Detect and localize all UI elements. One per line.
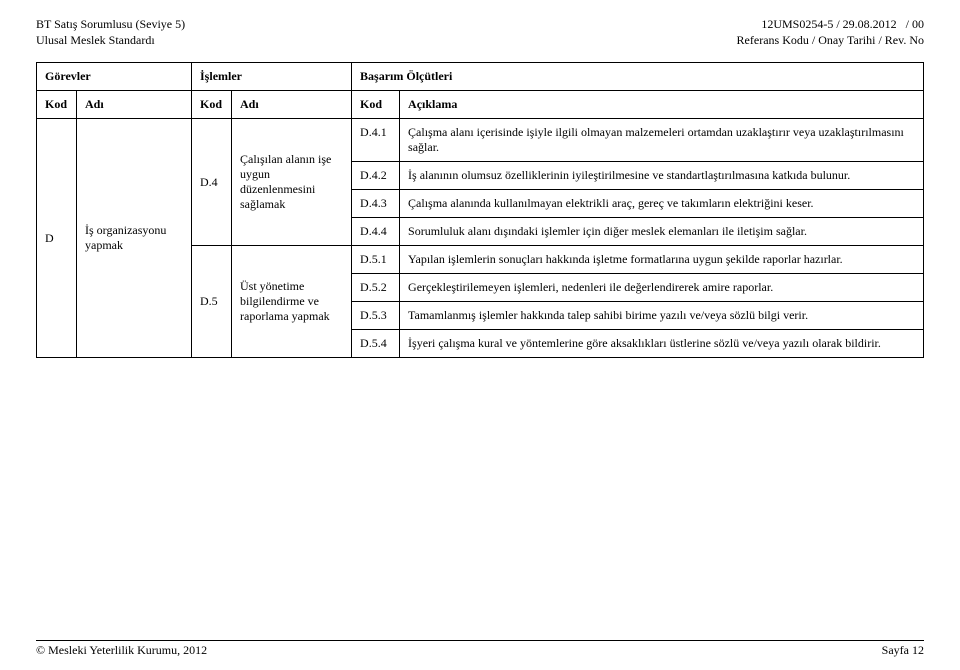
header-right: 12UMS0254-5 / 29.08.2012 / 00 Referans K…: [737, 16, 924, 48]
crit-kod: D.5.1: [352, 246, 400, 274]
crit-kod: D.4.3: [352, 190, 400, 218]
op-kod: D.5: [192, 246, 232, 358]
crit-kod: D.5.3: [352, 302, 400, 330]
task-kod: D: [37, 119, 77, 358]
header-left-line1: BT Satış Sorumlusu (Seviye 5): [36, 17, 185, 31]
page-footer: © Mesleki Yeterlilik Kurumu, 2012 Sayfa …: [36, 640, 924, 658]
crit-text: İşyeri çalışma kural ve yöntemlerine gör…: [400, 330, 924, 358]
document-page: BT Satış Sorumlusu (Seviye 5) Ulusal Mes…: [0, 0, 960, 670]
col-basarim: Başarım Ölçütleri: [352, 63, 924, 91]
crit-kod: D.5.2: [352, 274, 400, 302]
crit-text: Yapılan işlemlerin sonuçları hakkında iş…: [400, 246, 924, 274]
crit-text: Gerçekleştirilemeyen işlemleri, nedenler…: [400, 274, 924, 302]
crit-kod: D.5.4: [352, 330, 400, 358]
col-kod-3: Kod: [352, 91, 400, 119]
col-adi-1: Adı: [77, 91, 192, 119]
col-kod-2: Kod: [192, 91, 232, 119]
table-row: D İş organizasyonu yapmak D.4 Çalışılan …: [37, 119, 924, 162]
crit-text: Çalışma alanında kullanılmayan elektrikl…: [400, 190, 924, 218]
col-aciklama: Açıklama: [400, 91, 924, 119]
crit-kod: D.4.1: [352, 119, 400, 162]
crit-text: Tamamlanmış işlemler hakkında talep sahi…: [400, 302, 924, 330]
page-header: BT Satış Sorumlusu (Seviye 5) Ulusal Mes…: [36, 16, 924, 48]
crit-kod: D.4.4: [352, 218, 400, 246]
col-adi-2: Adı: [232, 91, 352, 119]
op-adi: Çalışılan alanın işe uygun düzenlenmesin…: [232, 119, 352, 246]
table-header-row: Kod Adı Kod Adı Kod Açıklama: [37, 91, 924, 119]
criteria-table: Görevler İşlemler Başarım Ölçütleri Kod …: [36, 62, 924, 358]
col-islemler: İşlemler: [192, 63, 352, 91]
header-left-line2: Ulusal Meslek Standardı: [36, 33, 155, 47]
col-gorevler: Görevler: [37, 63, 192, 91]
content-area: Görevler İşlemler Başarım Ölçütleri Kod …: [36, 62, 924, 640]
footer-right: Sayfa 12: [882, 643, 924, 658]
col-kod-1: Kod: [37, 91, 77, 119]
footer-left: © Mesleki Yeterlilik Kurumu, 2012: [36, 643, 207, 658]
table-section-row: Görevler İşlemler Başarım Ölçütleri: [37, 63, 924, 91]
header-left: BT Satış Sorumlusu (Seviye 5) Ulusal Mes…: [36, 16, 185, 48]
crit-text: Çalışma alanı içerisinde işiyle ilgili o…: [400, 119, 924, 162]
crit-text: İş alanının olumsuz özelliklerinin iyile…: [400, 162, 924, 190]
op-adi: Üst yönetime bilgilendirme ve raporlama …: [232, 246, 352, 358]
task-adi: İş organizasyonu yapmak: [77, 119, 192, 358]
header-right-line1: 12UMS0254-5 / 29.08.2012 / 00: [761, 17, 924, 31]
header-right-line2: Referans Kodu / Onay Tarihi / Rev. No: [737, 33, 924, 47]
crit-kod: D.4.2: [352, 162, 400, 190]
crit-text: Sorumluluk alanı dışındaki işlemler için…: [400, 218, 924, 246]
op-kod: D.4: [192, 119, 232, 246]
